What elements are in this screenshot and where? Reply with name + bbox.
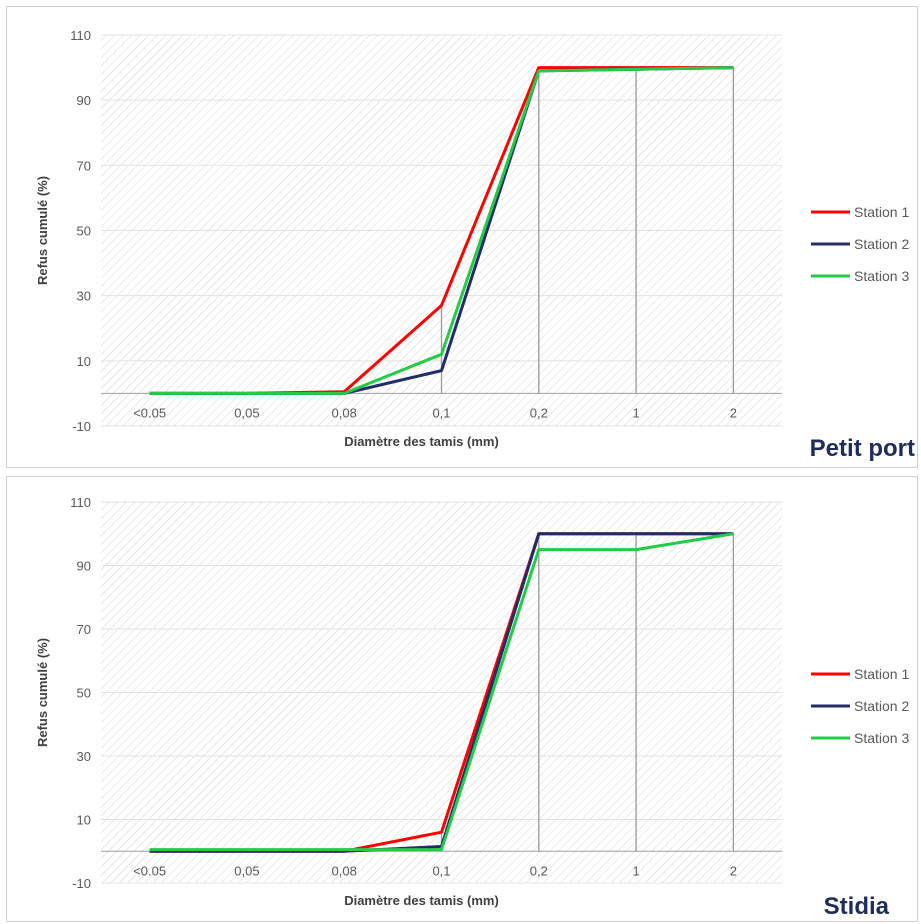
y-tick-label: 70 [77,622,91,637]
chart-panel-petit-port: -10 10 30 50 70 90 110 <0.05 0,05 0,08 0,1 0,2 1 2 Dia… [6,6,918,468]
x-tick-label: <0.05 [133,405,166,420]
x-tick-label: 0,2 [530,405,548,420]
y-tick-label: 10 [77,354,91,369]
x-tick-label: <0.05 [133,863,166,878]
location-label-petit-port: Petit port [809,435,915,462]
x-tick-label: 0,05 [234,405,259,420]
y-tick-label: 110 [70,28,91,43]
chart-svg-stidia: -10 10 30 50 70 90 110 <0.05 0,05 0,08 0,1 0,2 1 2 Dia… [35,495,909,908]
x-axis-title: Diamètre des tamis (mm) [344,893,499,908]
y-tick-label: 10 [77,813,91,828]
legend-label: Station 1 [854,666,909,682]
y-tick-label: 50 [77,224,91,239]
series-line-station-3 [149,66,734,395]
y-tick-label: 110 [70,495,91,510]
y-tick-label: -10 [72,419,91,434]
legend-label: Station 2 [854,698,909,714]
x-tick-label: 0,08 [332,405,357,420]
y-axis-title: Refus cumulé (%) [35,176,50,285]
chart-panel-stidia: -10 10 30 50 70 90 110 <0.05 0,05 0,08 0,1 0,2 1 2 Dia… [6,476,918,922]
x-tick-label: 2 [730,863,737,878]
y-tick-label: -10 [72,876,91,891]
legend-label: Station 1 [854,204,909,220]
chart-svg-petit-port: -10 10 30 50 70 90 110 <0.05 0,05 0,08 0,1 0,2 1 2 Dia… [35,28,909,449]
y-tick-label: 30 [77,749,91,764]
series-line-station-3 [149,532,734,852]
y-tick-label: 70 [77,158,91,173]
x-tick-label: 0,1 [432,405,450,420]
legend-label: Station 3 [854,268,909,284]
y-tick-label: 30 [77,289,91,304]
location-label-stidia: Stidia [823,893,889,920]
x-tick-label: 0,1 [432,863,450,878]
y-axis-title: Refus cumulé (%) [35,638,50,747]
y-tick-label: 50 [77,686,91,701]
y-tick-label: 90 [77,559,91,574]
x-tick-label: 1 [632,863,639,878]
x-axis-title: Diamètre des tamis (mm) [344,434,499,449]
x-tick-label: 1 [632,405,639,420]
legend-label: Station 2 [854,236,909,252]
x-tick-label: 0,2 [530,863,548,878]
legend-label: Station 3 [854,730,909,746]
x-tick-label: 2 [730,405,737,420]
x-tick-label: 0,08 [332,863,357,878]
x-tick-label: 0,05 [234,863,259,878]
y-tick-label: 90 [77,93,91,108]
